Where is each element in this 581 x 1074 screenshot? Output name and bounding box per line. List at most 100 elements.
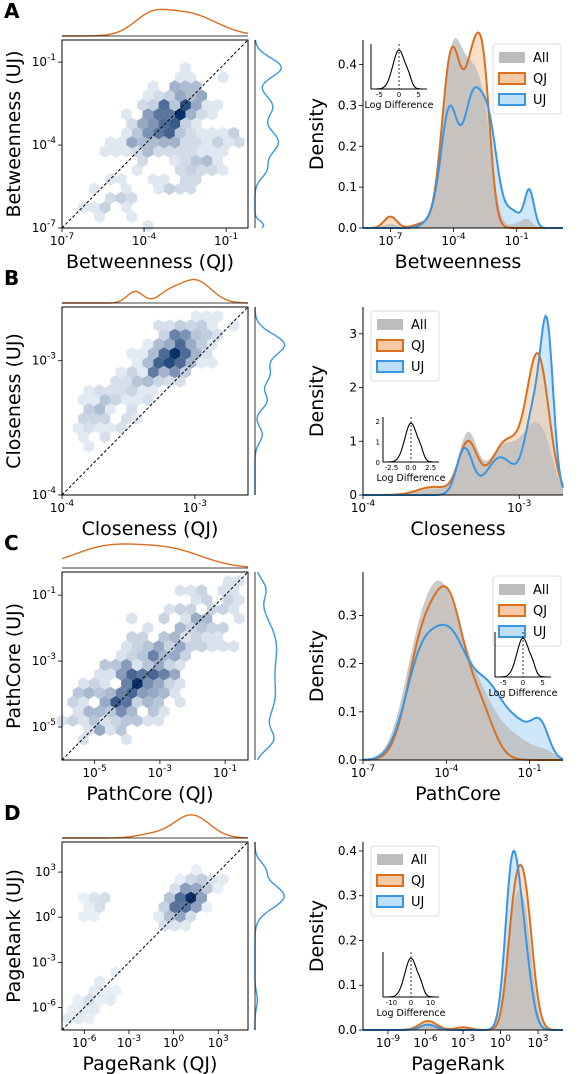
hexbin-cell [83, 993, 95, 1007]
inset-x-tick-label: -2.5 [385, 464, 399, 472]
hexbin-cell [190, 98, 202, 112]
hexbin-cell [83, 421, 95, 435]
hexbin-cell [164, 108, 175, 121]
hexbin-cell [158, 365, 170, 379]
hexbin-cell [164, 375, 175, 388]
hexbin-cell [67, 1003, 79, 1016]
top-marginal-kde-qj [62, 278, 248, 304]
hexbin-cell [158, 117, 170, 130]
legend-label-qj: QJ [411, 874, 425, 889]
hexbin-cell [147, 80, 159, 93]
hexbin-cell [196, 891, 207, 904]
density-x-tick-label: 10-1 [505, 232, 529, 248]
density-x-tick-label: 100 [490, 1034, 511, 1050]
hexbin-cell [190, 310, 202, 323]
top-marginal-kde-qj [62, 8, 249, 37]
x-tick-label: 10-5 [82, 764, 106, 780]
hexbin-cell [126, 705, 138, 718]
hexbin-cell [174, 145, 186, 158]
hexbin-cell [83, 686, 95, 700]
hexbin-cell [88, 984, 100, 997]
inset-x-tick-label: 10 [426, 999, 435, 1007]
density-y-tick-label: 0 [349, 488, 357, 502]
right-marginal-kde-uj [254, 842, 285, 1030]
hexbin-cell [78, 1003, 89, 1016]
density-x-tick-label-base: 10 [507, 501, 522, 515]
hexbin-cell [185, 145, 197, 158]
hexbin-cell [83, 1012, 95, 1025]
density-x-tick-label-exp: 3 [543, 1034, 549, 1044]
all-density-fill [363, 580, 563, 760]
density-y-tick-label: 0.1 [338, 978, 357, 992]
scatter-y-label: Betweenness (UJ) [3, 50, 25, 217]
hexbin-cell [174, 89, 186, 102]
hexbin-cell [174, 108, 186, 121]
x-tick-label: 10-6 [72, 1034, 97, 1050]
legend-label-qj: QJ [533, 72, 547, 87]
y-tick-label-base: 10 [32, 55, 47, 69]
hexbin-cell [223, 575, 234, 588]
hexbin-cell [115, 365, 127, 379]
hexbin-cell [99, 677, 111, 690]
density-plot-A: 0.00.10.20.30.410-7 10-4 10-1BetweennessDe… [306, 31, 563, 273]
x-tick-label-exp: -4 [147, 232, 156, 242]
hexbin-cell [142, 108, 154, 121]
hexbin-cell [180, 630, 191, 644]
density-x-tick-label: 10-3 [451, 1034, 475, 1050]
scatter-frame [61, 841, 249, 1031]
hexbin-cell [88, 182, 100, 195]
density-y-tick-label: 1 [349, 434, 357, 448]
hexbin-cell [115, 723, 127, 737]
density-x-tick-label-base: 10 [413, 1036, 428, 1050]
hexbin-cell [180, 612, 191, 625]
hexbin-cell [105, 668, 116, 681]
x-tick-label-exp: -1 [228, 764, 237, 774]
hexbin-cell [83, 900, 95, 914]
hexbin-cell [99, 412, 111, 425]
hexbin-cell [126, 649, 138, 662]
hexbin-cell [164, 89, 175, 102]
density-y-tick-label: 0.2 [338, 933, 357, 947]
hexbin-cell [153, 126, 164, 140]
hexbin-cell [126, 686, 138, 700]
x-tick-label: 10-1 [213, 764, 237, 780]
hexbin-cell [126, 668, 138, 681]
hexbin-cell [158, 649, 170, 662]
hexbin-cell [115, 191, 127, 205]
y-tick-label-exp: -5 [47, 718, 56, 728]
hexbin-cell [142, 621, 154, 634]
hexbin-cell [121, 658, 132, 672]
hexbin-cell [72, 421, 84, 435]
hexbin-cell [190, 136, 202, 149]
hexbin-cell [180, 328, 191, 342]
density-x-tick-label-exp: -6 [429, 1034, 438, 1044]
hexbin-cell [207, 126, 218, 140]
density-y-tick-label: 0.3 [338, 98, 357, 112]
legend-label-all: All [411, 318, 427, 333]
hexbin-cell [67, 696, 79, 709]
hexbin-cell [185, 603, 197, 616]
hexbin-cell [190, 328, 202, 342]
hexbin-cell [121, 201, 132, 214]
all-density-fill [363, 891, 563, 1030]
inset-x-label: Log Difference [377, 1008, 446, 1019]
density-y-tick-label: 0.2 [338, 657, 357, 671]
legend-swatch-uj [376, 895, 404, 908]
legend-swatch-qj [498, 604, 526, 617]
hexbin-cell [142, 375, 154, 388]
legend-swatch-qj [376, 339, 404, 352]
hexbin-cell [99, 696, 111, 709]
legend-label-all: All [533, 583, 549, 598]
hexbin-cell [185, 584, 197, 597]
density-x-label: PageRank [411, 1053, 504, 1074]
legend-swatch-qj [498, 72, 526, 85]
hexbin-cell [88, 714, 100, 727]
hexbin-cell [78, 714, 89, 727]
hexbin-cell [137, 630, 148, 644]
x-tick-label-base: 10 [132, 234, 147, 248]
hexbin-cell [88, 412, 100, 425]
hexbin-cell [142, 219, 154, 233]
